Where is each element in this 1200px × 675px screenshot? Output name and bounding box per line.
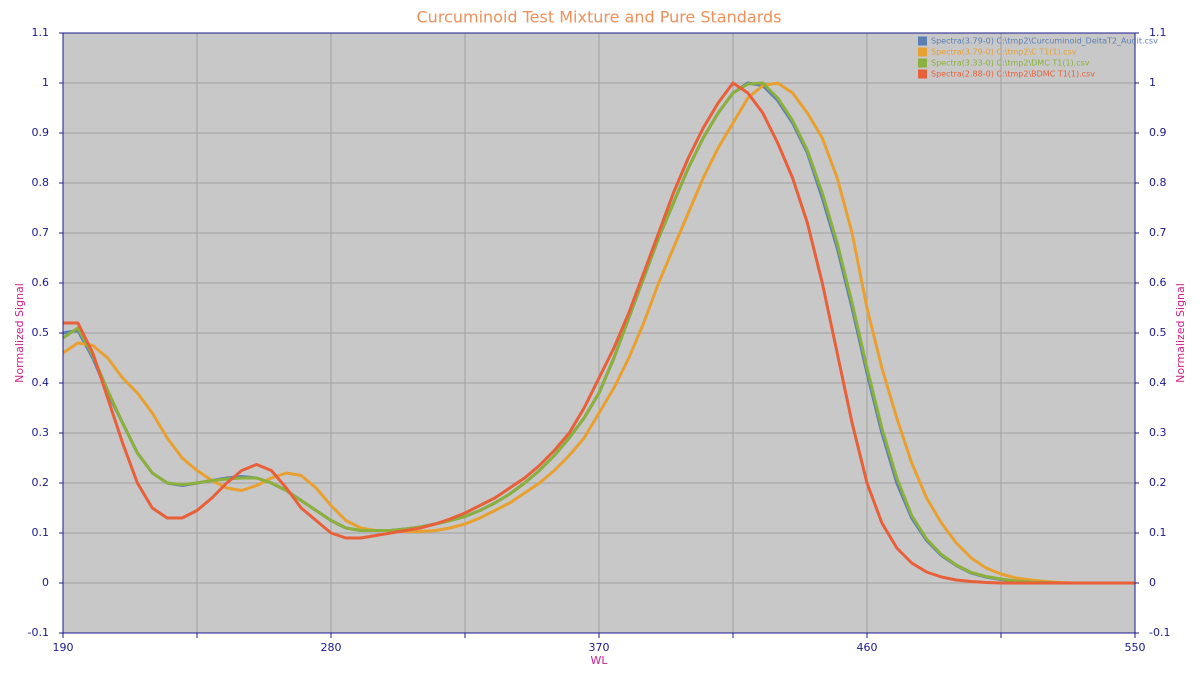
y2-tick-label: 0.4 <box>1149 376 1167 389</box>
series-line <box>62 81 1135 585</box>
y2-tick-label: 1.1 <box>1149 26 1167 39</box>
legend-swatch <box>918 58 927 68</box>
y2-tick-label: 0.6 <box>1149 276 1167 289</box>
x-tick-label: 190 <box>53 641 74 654</box>
y-tick-label: 1.1 <box>32 26 50 39</box>
legend: Spectra(3.79-0) C:\tmp2\Curcuminoid_Delt… <box>918 36 1158 79</box>
chart-title: Curcuminoid Test Mixture and Pure Standa… <box>417 8 782 27</box>
grid <box>62 32 1136 634</box>
legend-label: Spectra(3.33-0) C:\tmp2\DMC T1(1).csv <box>931 59 1090 68</box>
y-tick-label: 0.1 <box>32 526 50 539</box>
legend-swatch <box>918 69 927 79</box>
y2-tick-label: 0.9 <box>1149 126 1167 139</box>
y-tick-label: -0.1 <box>28 626 49 639</box>
y-tick-label: 0.9 <box>32 126 50 139</box>
x-axis-label: WL <box>590 654 608 667</box>
y-tick-label: 0.8 <box>32 176 50 189</box>
x-tick-label: 280 <box>321 641 342 654</box>
x-tick-label: 460 <box>857 641 878 654</box>
y2-tick-label: 0.7 <box>1149 226 1167 239</box>
series-line <box>62 81 1135 585</box>
x-tick-label: 370 <box>589 641 610 654</box>
legend-label: Spectra(2.88-0) C:\tmp2\BDMC T1(1).csv <box>931 70 1095 79</box>
y-tick-label: 0.3 <box>32 426 50 439</box>
y2-tick-label: 0.3 <box>1149 426 1167 439</box>
y2-tick-label: 1 <box>1149 76 1156 89</box>
y2-tick-label: 0.2 <box>1149 476 1167 489</box>
y-tick-label: 0 <box>42 576 49 589</box>
y2-tick-label: -0.1 <box>1149 626 1170 639</box>
y-tick-label: 0.6 <box>32 276 50 289</box>
y2-axis-label: Normalized Signal <box>1174 283 1187 383</box>
y2-tick-label: 0.1 <box>1149 526 1167 539</box>
series-line <box>63 81 1135 585</box>
y-tick-label: 0.4 <box>32 376 50 389</box>
legend-swatch <box>918 36 927 46</box>
legend-swatch <box>918 47 927 57</box>
y2-tick-label: 0 <box>1149 576 1156 589</box>
y2-tick-label: 0.8 <box>1149 176 1167 189</box>
y-axis-label: Normalized Signal <box>13 283 26 383</box>
x-tick-label: 550 <box>1125 641 1146 654</box>
y-tick-label: 0.7 <box>32 226 50 239</box>
lines <box>62 81 1135 585</box>
y2-tick-label: 0.5 <box>1149 326 1167 339</box>
legend-label: Spectra(3.79-0) C:\tmp2\Curcuminoid_Delt… <box>931 37 1158 46</box>
y-tick-label: 0.2 <box>32 476 50 489</box>
y-tick-label: 1 <box>42 76 49 89</box>
legend-label: Spectra(3.79-0) C:\tmp2\C T1(1).csv <box>931 48 1077 57</box>
y-tick-label: 0.5 <box>32 326 50 339</box>
ticks: -0.1 0 0.1 0.2 0.3 0.4 0.5 0.6 0.7 0.8 0.9 1 1.1 -0.1… <box>28 26 1171 654</box>
